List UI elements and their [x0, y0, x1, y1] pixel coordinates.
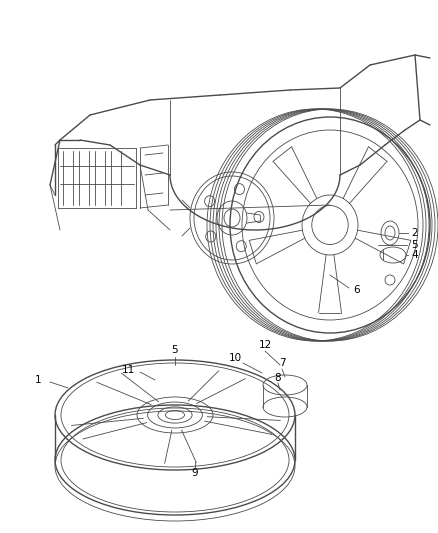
Text: 4: 4: [412, 250, 418, 260]
Text: 5: 5: [172, 345, 178, 355]
Text: 8: 8: [275, 373, 281, 383]
Text: 6: 6: [354, 285, 360, 295]
Text: 12: 12: [258, 340, 272, 350]
Text: 1: 1: [35, 375, 41, 385]
Text: 9: 9: [192, 468, 198, 478]
Ellipse shape: [302, 195, 358, 255]
Text: 7: 7: [279, 358, 285, 368]
Text: 2: 2: [412, 228, 418, 238]
Text: 10: 10: [229, 353, 242, 363]
Text: 5: 5: [412, 240, 418, 250]
Text: 11: 11: [121, 365, 134, 375]
